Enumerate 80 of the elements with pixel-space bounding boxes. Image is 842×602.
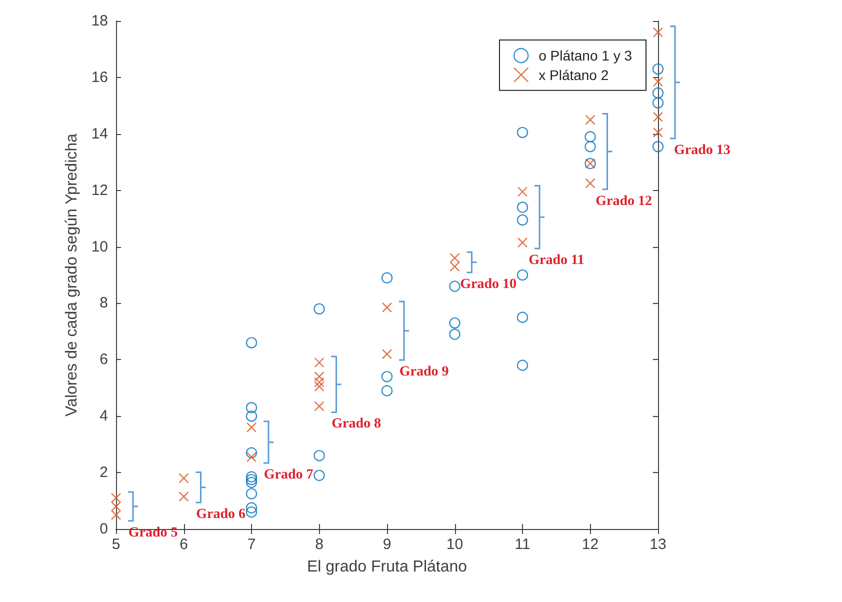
legend-label: x Plátano 2 [538, 66, 609, 83]
point [178, 491, 189, 502]
point [246, 488, 258, 500]
point [246, 474, 258, 486]
legend-label: o Plátano 1 y 3 [538, 48, 632, 64]
point [382, 348, 392, 360]
point [314, 470, 325, 481]
x-tick-label: 9 [382, 536, 392, 553]
x-tick-label: 13 [650, 536, 666, 553]
x-tick-label: 7 [247, 536, 256, 553]
x-axis-title: El grado Fruta Plátano [306, 558, 468, 576]
y-tick-label: 18 [91, 12, 108, 30]
point [449, 328, 460, 340]
point [652, 27, 664, 38]
annotation: Grado 6 [196, 507, 246, 522]
point [314, 357, 324, 368]
text: Grado 13 [674, 142, 730, 158]
point [382, 302, 392, 313]
point [246, 476, 258, 488]
annotation: Grado 7 [264, 468, 314, 483]
annotation: Grado 11 [528, 253, 584, 268]
point [516, 269, 528, 281]
x-tick-label: 12 [582, 536, 599, 553]
y-tick-label: 0 [100, 520, 108, 538]
point [652, 140, 664, 152]
point [584, 140, 596, 152]
y-tick-label: 10 [91, 238, 108, 256]
y-tick-label: 12 [91, 182, 108, 199]
point [178, 473, 189, 484]
point [246, 410, 258, 422]
point [314, 450, 325, 462]
point [652, 76, 664, 87]
annotation: Grado 8 [332, 416, 381, 432]
point [246, 452, 257, 462]
point [381, 371, 393, 382]
point [314, 303, 325, 314]
point [246, 447, 258, 458]
point [246, 502, 258, 514]
point [381, 272, 393, 284]
point [449, 317, 460, 329]
x-tick-label: 5 [112, 536, 120, 553]
point [246, 471, 258, 482]
point [516, 126, 528, 138]
point [381, 385, 393, 396]
annotation: Grado 5 [128, 525, 178, 540]
annotation: Grado 12 [596, 194, 652, 209]
point [584, 131, 596, 142]
point [517, 186, 528, 197]
point [516, 312, 528, 323]
point [516, 360, 528, 371]
point [585, 114, 596, 125]
point [246, 337, 258, 348]
point [246, 422, 257, 432]
point [652, 63, 664, 75]
point [449, 280, 460, 292]
point [652, 112, 664, 122]
point [246, 402, 258, 414]
annotation: Grado 9 [399, 364, 449, 380]
point [314, 377, 324, 388]
y-tick-label: 16 [91, 68, 108, 86]
point [246, 506, 258, 518]
point [517, 237, 528, 248]
x-tick-label: 11 [514, 536, 530, 553]
y-tick-label: 8 [100, 294, 108, 312]
point [516, 202, 528, 213]
point [652, 127, 664, 138]
y-tick-label: 2 [100, 464, 108, 482]
y-tick-label: 4 [100, 408, 108, 425]
x-tick-label: 10 [446, 536, 464, 553]
point [585, 178, 596, 188]
y-tick-label: 6 [100, 351, 108, 368]
y-tick-label: 14 [91, 125, 108, 142]
point [314, 401, 324, 412]
x-tick-label: 6 [180, 536, 188, 553]
annotation: Grado 10 [460, 277, 516, 292]
point [652, 97, 664, 108]
point [516, 214, 528, 226]
y-axis-title: Valores de cada grado según Ypredicha [64, 133, 80, 416]
x-tick-label: 8 [315, 536, 324, 553]
point [652, 87, 664, 99]
